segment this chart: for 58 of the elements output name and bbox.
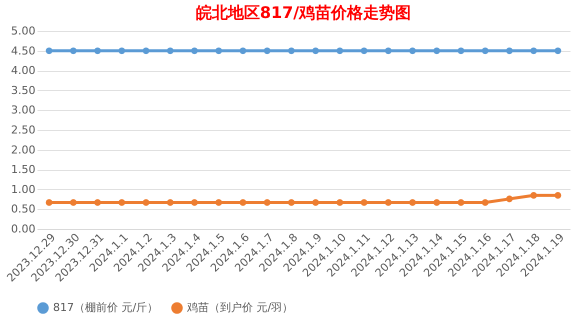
point bbox=[360, 199, 368, 206]
y-tick-label: 1.00 bbox=[11, 182, 36, 196]
y-tick-label: 1.50 bbox=[11, 163, 36, 176]
point bbox=[458, 47, 464, 54]
point bbox=[264, 199, 271, 206]
y-tick-label: 0.00 bbox=[11, 222, 36, 236]
y-tick-label: 3.00 bbox=[11, 104, 36, 117]
point bbox=[46, 199, 52, 206]
point bbox=[166, 47, 174, 54]
point bbox=[240, 199, 246, 206]
chart-title: 皖北地区817/鸡苗价格走势图 bbox=[196, 3, 412, 22]
y-tick-label: 5.00 bbox=[11, 24, 36, 38]
point bbox=[94, 199, 101, 206]
point bbox=[433, 47, 440, 54]
point bbox=[191, 199, 198, 206]
y-tick-label: 4.00 bbox=[11, 64, 36, 78]
y-tick-label: 3.50 bbox=[11, 84, 36, 97]
y-tick-label: 4.50 bbox=[11, 44, 36, 58]
point bbox=[118, 47, 126, 54]
point bbox=[70, 47, 77, 54]
point bbox=[506, 196, 513, 202]
point bbox=[70, 199, 77, 206]
point bbox=[94, 47, 101, 54]
y-tick-label: 2.00 bbox=[11, 143, 36, 156]
point bbox=[554, 47, 562, 54]
point bbox=[458, 199, 464, 206]
point bbox=[312, 199, 319, 206]
point bbox=[530, 47, 538, 54]
point bbox=[384, 199, 392, 206]
point bbox=[264, 47, 271, 54]
point bbox=[166, 199, 174, 206]
point bbox=[215, 199, 222, 206]
point bbox=[142, 47, 150, 54]
point bbox=[288, 47, 295, 54]
point bbox=[482, 199, 489, 206]
legend-label: 817（棚前价 元/斤） bbox=[53, 301, 158, 314]
point bbox=[482, 47, 489, 54]
point bbox=[506, 47, 513, 54]
point bbox=[312, 47, 319, 54]
y-tick-label: 2.50 bbox=[11, 124, 36, 136]
point bbox=[336, 199, 344, 206]
point bbox=[360, 47, 368, 54]
point bbox=[433, 199, 440, 206]
legend-label: 鸡苗（到户价 元/羽） bbox=[186, 301, 294, 314]
y-tick-label: 0.50 bbox=[11, 202, 36, 216]
point bbox=[336, 47, 344, 54]
point bbox=[554, 192, 562, 199]
point bbox=[240, 47, 246, 54]
point bbox=[288, 199, 295, 206]
point bbox=[118, 199, 126, 206]
point bbox=[409, 47, 416, 54]
point bbox=[384, 47, 392, 54]
point bbox=[142, 199, 150, 206]
point bbox=[530, 192, 538, 199]
point bbox=[191, 47, 198, 54]
point bbox=[409, 199, 416, 206]
point bbox=[46, 47, 52, 54]
point bbox=[215, 47, 222, 54]
